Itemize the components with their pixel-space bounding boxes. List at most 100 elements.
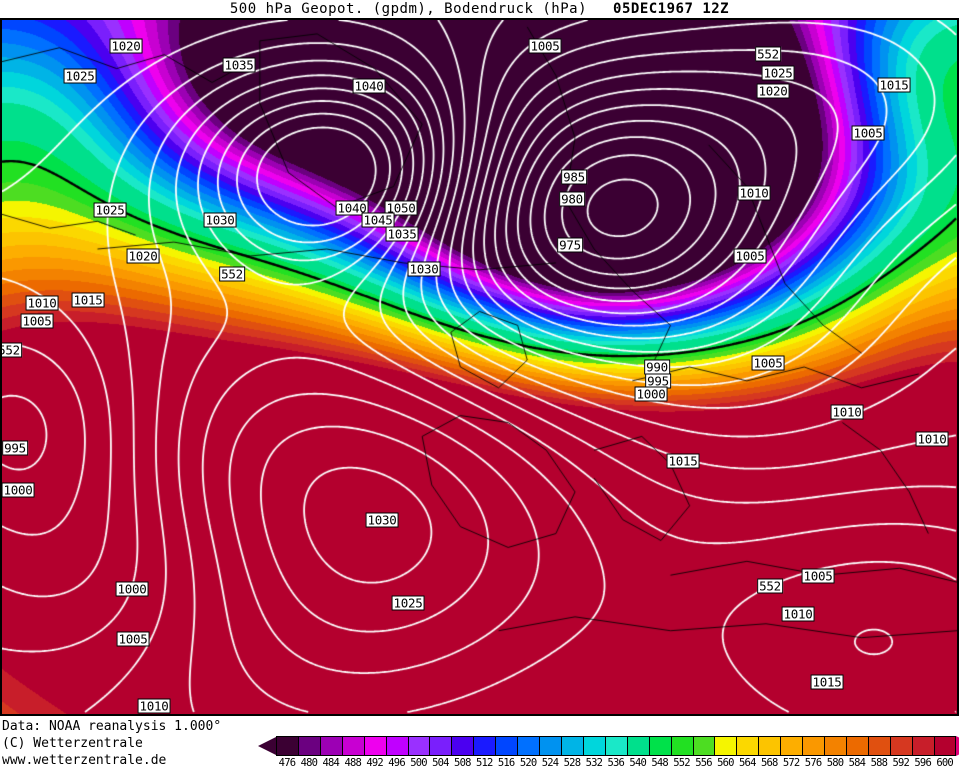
colorbar-swatch bbox=[867, 736, 890, 756]
colorbar-swatch bbox=[495, 736, 518, 756]
colorbar-swatch bbox=[385, 736, 408, 756]
colorbar-tick: 532 bbox=[585, 757, 603, 769]
colorbar-tick: 548 bbox=[651, 757, 668, 769]
colorbar-tick: 564 bbox=[739, 757, 756, 769]
pressure-contour-label: 1025 bbox=[391, 595, 425, 611]
pressure-contour-label: 1015 bbox=[810, 674, 844, 690]
colorbar-tick: 560 bbox=[717, 757, 734, 769]
map-footer: Data: NOAA reanalysis 1.000° (C) Wetterz… bbox=[2, 718, 221, 769]
colorbar-tick: 520 bbox=[519, 757, 537, 769]
colorbar-swatch bbox=[319, 736, 342, 756]
valid-time-label: 05DEC1967 12Z bbox=[613, 1, 730, 17]
colorbar-tick: 596 bbox=[914, 757, 931, 769]
colorbar-left-arrow-icon bbox=[258, 736, 278, 756]
pressure-contour-label: 1010 bbox=[25, 295, 59, 311]
colorbar-swatch bbox=[451, 736, 474, 756]
colorbar-swatch bbox=[780, 736, 803, 756]
pressure-contour-label: 1050 bbox=[384, 200, 418, 216]
colorbar-tick: 492 bbox=[366, 757, 383, 769]
data-source-line: Data: NOAA reanalysis 1.000° bbox=[2, 719, 222, 734]
colorbar-swatch bbox=[473, 736, 496, 756]
colorbar-swatch bbox=[911, 736, 934, 756]
colorbar-swatch bbox=[889, 736, 912, 756]
colorbar: 476 480 484 488 492 496 500 504 508 512 516 520 524 5… bbox=[258, 736, 959, 770]
pressure-contour-label: 1015 bbox=[877, 77, 911, 93]
colorbar-tick: 552 bbox=[673, 757, 690, 769]
colorbar-tick: 568 bbox=[760, 757, 778, 769]
colorbar-tick: 588 bbox=[870, 757, 888, 769]
pressure-contour-label: 1010 bbox=[830, 404, 864, 420]
colorbar-swatch bbox=[670, 736, 693, 756]
pressure-contour-label: 1040 bbox=[352, 78, 386, 94]
colorbar-tick: 496 bbox=[388, 757, 405, 769]
pressure-contour-label: 1040 bbox=[335, 200, 369, 216]
colorbar-swatch bbox=[407, 736, 430, 756]
colorbar-swatch bbox=[297, 736, 320, 756]
colorbar-tick: 500 bbox=[410, 757, 427, 769]
colorbar-swatch bbox=[604, 736, 627, 756]
page-title: 500 hPa Geopot. (gpdm), Bodendruck (hPa) bbox=[229, 1, 588, 17]
colorbar-tick-labels: 476 480 484 488 492 496 500 504 508 512 516 520 524 5… bbox=[276, 756, 956, 770]
pressure-contour-label: 1005 bbox=[851, 125, 885, 141]
colorbar-tick: 540 bbox=[629, 757, 646, 769]
colorbar-swatch bbox=[845, 736, 868, 756]
colorbar-tick: 524 bbox=[541, 757, 559, 769]
colorbar-swatch bbox=[692, 736, 715, 756]
pressure-contour-label: 985 bbox=[561, 169, 587, 185]
colorbar-tick: 592 bbox=[892, 757, 910, 769]
pressure-contour-label: 1010 bbox=[781, 606, 815, 622]
pressure-contour-label: 990 bbox=[644, 359, 670, 375]
colorbar-tick: 572 bbox=[782, 757, 800, 769]
pressure-contour-label: 1020 bbox=[126, 248, 160, 264]
pressure-contour-label: 1000 bbox=[2, 482, 35, 498]
map-panel[interactable]: 1020 1035 1025 1040 1005 1025 1020 1015 1005 1025… bbox=[0, 18, 959, 716]
pressure-contour-label: 1010 bbox=[915, 431, 949, 447]
pressure-contour-label: 1000 bbox=[115, 581, 149, 597]
pressure-contour-label: 1005 bbox=[751, 355, 785, 371]
pressure-contour-label: 1025 bbox=[761, 65, 795, 81]
colorbar-swatch bbox=[648, 736, 671, 756]
colorbar-swatch bbox=[802, 736, 825, 756]
colorbar-tick: 508 bbox=[454, 757, 471, 769]
colorbar-tick: 488 bbox=[344, 757, 362, 769]
pressure-contour-label: 1025 bbox=[93, 202, 127, 218]
colorbar-swatch bbox=[276, 736, 298, 756]
pressure-contour-label: 1025 bbox=[63, 68, 97, 84]
pressure-contour-label: 1010 bbox=[137, 698, 171, 714]
colorbar-swatch bbox=[758, 736, 781, 756]
colorbar-swatch bbox=[736, 736, 759, 756]
pressure-contour-label: 1005 bbox=[528, 38, 562, 54]
colorbar-swatch bbox=[933, 736, 956, 756]
pressure-contour-label: 1000 bbox=[634, 386, 668, 402]
pressure-contour-label: 1005 bbox=[801, 568, 835, 584]
colorbar-swatch bbox=[714, 736, 737, 756]
pressure-contour-label: 1005 bbox=[116, 631, 150, 647]
colorbar-swatch bbox=[363, 736, 386, 756]
pressure-contour-label: 1015 bbox=[666, 453, 700, 469]
pressure-contour-label: 1045 bbox=[361, 212, 395, 228]
pressure-contour-label: 1020 bbox=[109, 38, 143, 54]
colorbar-tick: 516 bbox=[497, 757, 515, 769]
pressure-contour-label: 975 bbox=[557, 237, 583, 253]
geopotential-contour-label: 552 bbox=[757, 578, 783, 594]
pressure-contour-label: 1030 bbox=[407, 261, 441, 277]
geopotential-contour-label: 552 bbox=[755, 46, 781, 62]
pressure-contour-label: 995 bbox=[2, 440, 28, 456]
pressure-contour-label: 1020 bbox=[756, 83, 790, 99]
colorbar-tick: 480 bbox=[300, 757, 318, 769]
colorbar-swatches bbox=[276, 736, 956, 756]
website-line: www.wetterzentrale.de bbox=[2, 753, 167, 768]
copyright-line: (C) Wetterzentrale bbox=[2, 736, 143, 751]
colorbar-tick: 476 bbox=[278, 757, 296, 769]
colorbar-swatch bbox=[517, 736, 540, 756]
colorbar-swatch bbox=[429, 736, 452, 756]
colorbar-tick: 536 bbox=[607, 757, 625, 769]
colorbar-tick: 504 bbox=[432, 757, 449, 769]
colorbar-tick: 556 bbox=[695, 757, 712, 769]
colorbar-swatch bbox=[539, 736, 561, 756]
pressure-contour-label: 1005 bbox=[733, 248, 767, 264]
colorbar-tick: 512 bbox=[475, 757, 493, 769]
colorbar-tick: 576 bbox=[804, 757, 822, 769]
colorbar-tick: 528 bbox=[563, 757, 581, 769]
colorbar-swatch bbox=[341, 736, 364, 756]
